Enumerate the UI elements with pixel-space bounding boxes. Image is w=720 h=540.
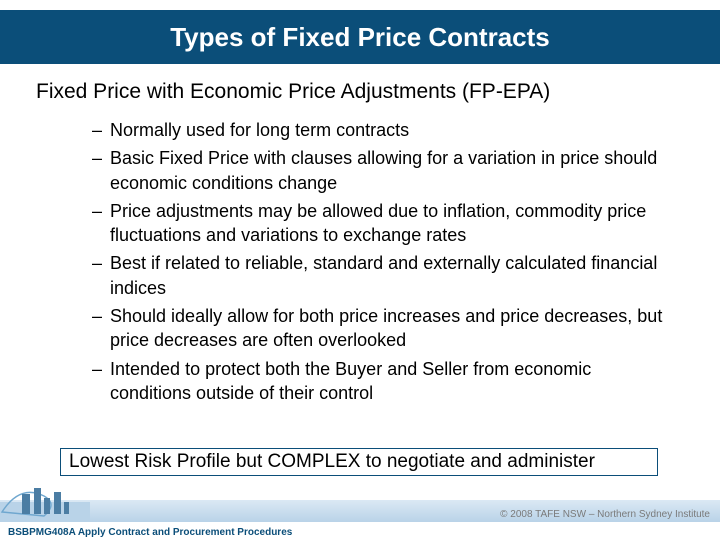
list-item: Basic Fixed Price with clauses allowing … xyxy=(92,146,672,195)
list-item: Normally used for long term contracts xyxy=(92,118,672,142)
callout-text: Lowest Risk Profile but COMPLEX to negot… xyxy=(69,451,595,473)
title-bar: Types of Fixed Price Contracts xyxy=(0,10,720,64)
list-item: Intended to protect both the Buyer and S… xyxy=(92,357,672,406)
list-item: Price adjustments may be allowed due to … xyxy=(92,199,672,248)
callout-box: Lowest Risk Profile but COMPLEX to negot… xyxy=(60,448,658,476)
footer-course-code: BSBPMG408A Apply Contract and Procuremen… xyxy=(8,527,292,538)
footer-copyright: © 2008 TAFE NSW – Northern Sydney Instit… xyxy=(500,509,710,520)
slide-title: Types of Fixed Price Contracts xyxy=(170,22,550,53)
list-item: Should ideally allow for both price incr… xyxy=(92,304,672,353)
slide: Types of Fixed Price Contracts Fixed Pri… xyxy=(0,0,720,540)
list-item: Best if related to reliable, standard an… xyxy=(92,251,672,300)
footer-art-icon xyxy=(0,472,90,522)
slide-subtitle: Fixed Price with Economic Price Adjustme… xyxy=(36,80,550,104)
bullet-list: Normally used for long term contracts Ba… xyxy=(92,118,672,409)
